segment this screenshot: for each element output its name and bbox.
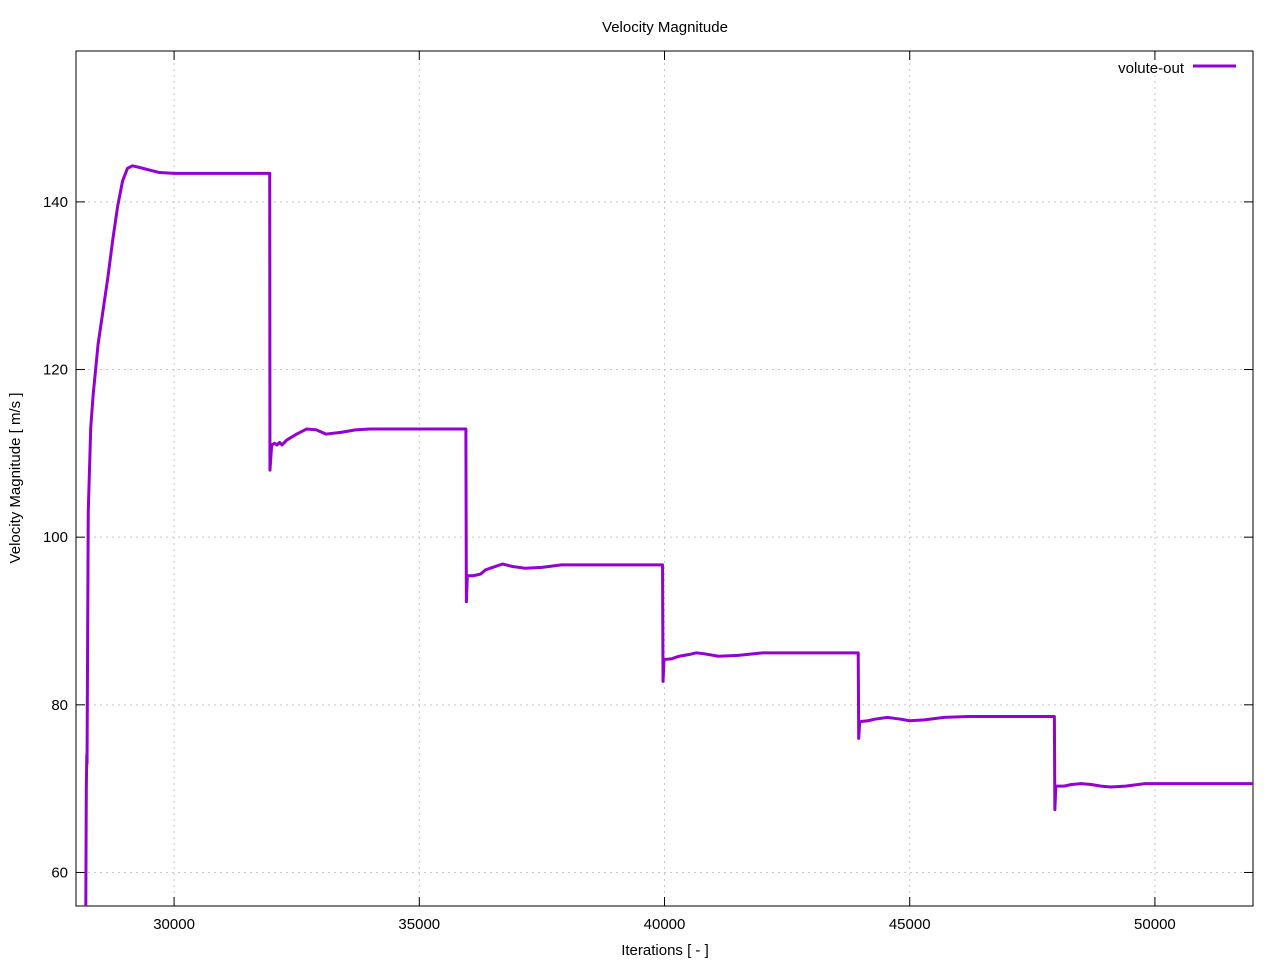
legend-label: volute-out (1118, 60, 1185, 77)
y-axis-label: Velocity Magnitude [ m/s ] (7, 393, 24, 564)
x-tick-label: 45000 (889, 916, 931, 933)
x-axis-label: Iterations [ - ] (621, 942, 709, 959)
axis-ticks: 30000 35000 40000 45000 50000 60 80 100 120 140 (43, 51, 1253, 933)
y-tick-label: 60 (51, 864, 68, 881)
series-line-volute-out (84, 164, 1253, 906)
x-tick-label: 40000 (644, 916, 686, 933)
y-tick-label: 100 (43, 529, 68, 546)
series-group (84, 164, 1253, 906)
y-tick-label: 140 (43, 194, 68, 211)
y-tick-label: 80 (51, 697, 68, 714)
x-tick-label: 50000 (1134, 916, 1176, 933)
legend: volute-out (1118, 60, 1236, 77)
chart-title: Velocity Magnitude (602, 19, 728, 36)
x-tick-label: 30000 (153, 916, 195, 933)
y-tick-label: 120 (43, 362, 68, 379)
x-tick-label: 35000 (398, 916, 440, 933)
grid (76, 51, 1253, 906)
